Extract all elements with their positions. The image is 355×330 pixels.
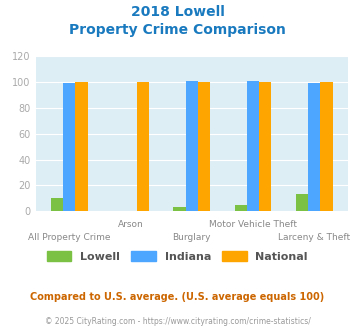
Bar xyxy=(296,194,308,211)
Bar xyxy=(247,81,259,211)
Text: Larceny & Theft: Larceny & Theft xyxy=(278,233,350,242)
Text: Motor Vehicle Theft: Motor Vehicle Theft xyxy=(209,220,297,229)
Text: All Property Crime: All Property Crime xyxy=(28,233,110,242)
Text: Compared to U.S. average. (U.S. average equals 100): Compared to U.S. average. (U.S. average … xyxy=(31,292,324,302)
Bar xyxy=(63,83,75,211)
Bar xyxy=(186,81,198,211)
Text: Arson: Arson xyxy=(118,220,143,229)
Bar xyxy=(308,83,320,211)
Text: © 2025 CityRating.com - https://www.cityrating.com/crime-statistics/: © 2025 CityRating.com - https://www.city… xyxy=(45,317,310,326)
Text: Burglary: Burglary xyxy=(173,233,211,242)
Bar xyxy=(51,198,63,211)
Text: Property Crime Comparison: Property Crime Comparison xyxy=(69,23,286,37)
Legend: Lowell, Indiana, National: Lowell, Indiana, National xyxy=(43,247,312,267)
Bar xyxy=(320,82,333,211)
Bar xyxy=(75,82,88,211)
Bar xyxy=(173,207,186,211)
Bar xyxy=(259,82,271,211)
Bar xyxy=(235,205,247,211)
Text: 2018 Lowell: 2018 Lowell xyxy=(131,5,224,19)
Bar xyxy=(137,82,149,211)
Bar xyxy=(198,82,210,211)
